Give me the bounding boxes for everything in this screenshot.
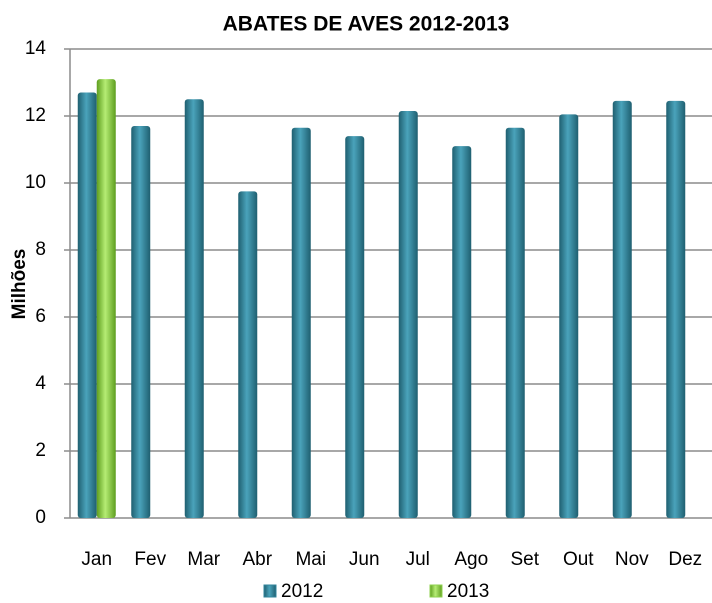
y-tick-label: 0 (35, 507, 46, 528)
x-tick-label: Abr (242, 549, 272, 570)
x-tick-label: Dez (668, 549, 702, 570)
bar (666, 100, 686, 519)
bar (238, 191, 258, 518)
x-tick-label: Ago (454, 549, 488, 570)
bar (131, 126, 151, 519)
x-tick-label: Jan (81, 549, 112, 570)
x-tick-label: Fev (134, 549, 166, 570)
legend-label: 2013 (447, 581, 489, 602)
y-tick-label: 10 (25, 172, 46, 193)
bar (452, 146, 472, 518)
legend-swatch (429, 584, 443, 598)
bar (345, 136, 365, 518)
bar (291, 127, 311, 518)
bar (77, 92, 97, 519)
bar (559, 114, 579, 518)
x-tick-label: Mai (295, 549, 326, 570)
bar (612, 100, 632, 519)
y-tick-label: 6 (35, 306, 46, 327)
bar (505, 127, 525, 518)
x-tick-label: Jun (349, 549, 380, 570)
bar (398, 110, 418, 518)
x-tick-label: Out (563, 549, 594, 570)
y-tick-label: 8 (35, 239, 46, 260)
bar (184, 99, 204, 518)
y-tick-label: 4 (35, 373, 46, 394)
legend-swatch (263, 584, 277, 598)
bar (96, 79, 116, 519)
y-axis-title: Milhões (9, 249, 30, 320)
x-tick-label: Nov (615, 549, 649, 570)
y-tick-label: 2 (35, 440, 46, 461)
x-tick-label: Mar (187, 549, 220, 570)
chart-title: ABATES DE AVES 2012-2013 (223, 13, 510, 36)
y-tick-label: 12 (25, 105, 46, 126)
x-tick-label: Set (510, 549, 539, 570)
x-tick-label: Jul (406, 549, 430, 570)
legend-label: 2012 (281, 581, 323, 602)
y-tick-label: 14 (25, 38, 47, 59)
